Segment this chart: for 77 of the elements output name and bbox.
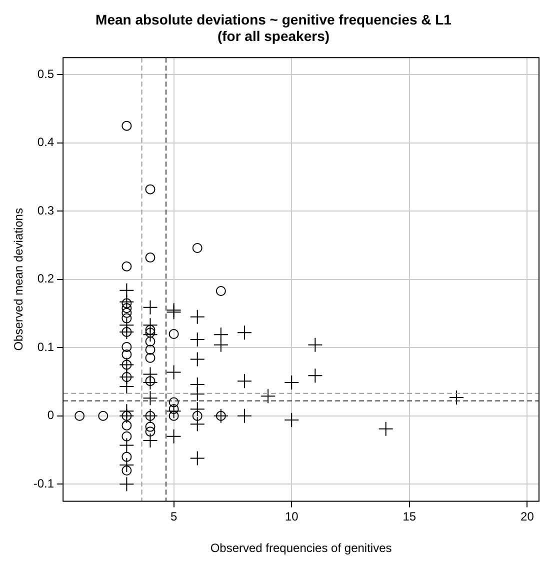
point (236, 325, 252, 340)
point (192, 410, 202, 421)
y-tick-label: 0.5 (37, 66, 54, 81)
point (216, 286, 226, 296)
y-tick-label: -0.1 (33, 476, 54, 490)
y-tick-label: 0.2 (37, 272, 54, 286)
point (142, 300, 158, 315)
point (122, 342, 132, 352)
point (142, 390, 158, 406)
point (119, 438, 134, 453)
point (236, 374, 252, 389)
point (192, 243, 202, 254)
point (213, 337, 228, 352)
point (145, 324, 156, 335)
point (122, 465, 132, 476)
y-tick-label: 0 (47, 408, 54, 422)
point (236, 408, 252, 424)
y-axis-title: Observed mean deviations (12, 208, 26, 351)
point (119, 379, 134, 394)
point (145, 328, 156, 338)
point (119, 476, 134, 492)
point (145, 422, 156, 432)
point (74, 410, 85, 421)
point (122, 308, 132, 318)
point (168, 410, 179, 421)
point (119, 294, 134, 310)
point (190, 386, 205, 402)
chart-title: Mean absolute deviations ~ genitive frequencies & L1 (for all speakers) (96, 11, 452, 44)
point (145, 344, 156, 355)
point (190, 450, 205, 466)
point (260, 388, 276, 404)
point (284, 374, 300, 390)
point (142, 374, 158, 390)
point (145, 252, 156, 263)
point (122, 349, 132, 360)
point (168, 397, 179, 408)
point (145, 184, 156, 194)
point (98, 410, 108, 421)
point (308, 337, 323, 352)
x-tick-label: 20 (520, 510, 534, 524)
point (190, 402, 205, 417)
point (449, 390, 464, 405)
x-axis-title: Observed frequencies of genitives (210, 541, 392, 556)
point (142, 432, 158, 448)
point (190, 332, 205, 347)
point (168, 328, 179, 339)
point (145, 336, 156, 347)
x-tick-label: 15 (402, 510, 416, 524)
point (122, 452, 132, 462)
y-tick-label: 0.1 (37, 340, 54, 354)
point (168, 404, 179, 414)
point (166, 364, 182, 380)
point (145, 352, 156, 363)
point (378, 421, 394, 436)
point (122, 298, 132, 308)
point (166, 428, 182, 444)
x-tick-label: 5 (170, 510, 178, 524)
point (122, 420, 132, 430)
point (142, 327, 158, 342)
point (119, 458, 134, 473)
point (119, 282, 134, 298)
point (308, 368, 323, 384)
point (190, 352, 205, 367)
point (145, 426, 156, 437)
x-tick-label: 10 (284, 510, 299, 524)
point (190, 416, 205, 432)
y-tick-label: 0.4 (37, 135, 54, 150)
y-tick-label: 0.3 (37, 203, 54, 218)
point (122, 431, 132, 442)
point (122, 261, 132, 272)
point (122, 120, 132, 131)
point (145, 376, 156, 386)
point (166, 404, 182, 419)
point (190, 309, 205, 324)
point (122, 303, 132, 314)
point (122, 313, 132, 324)
point (284, 412, 300, 428)
